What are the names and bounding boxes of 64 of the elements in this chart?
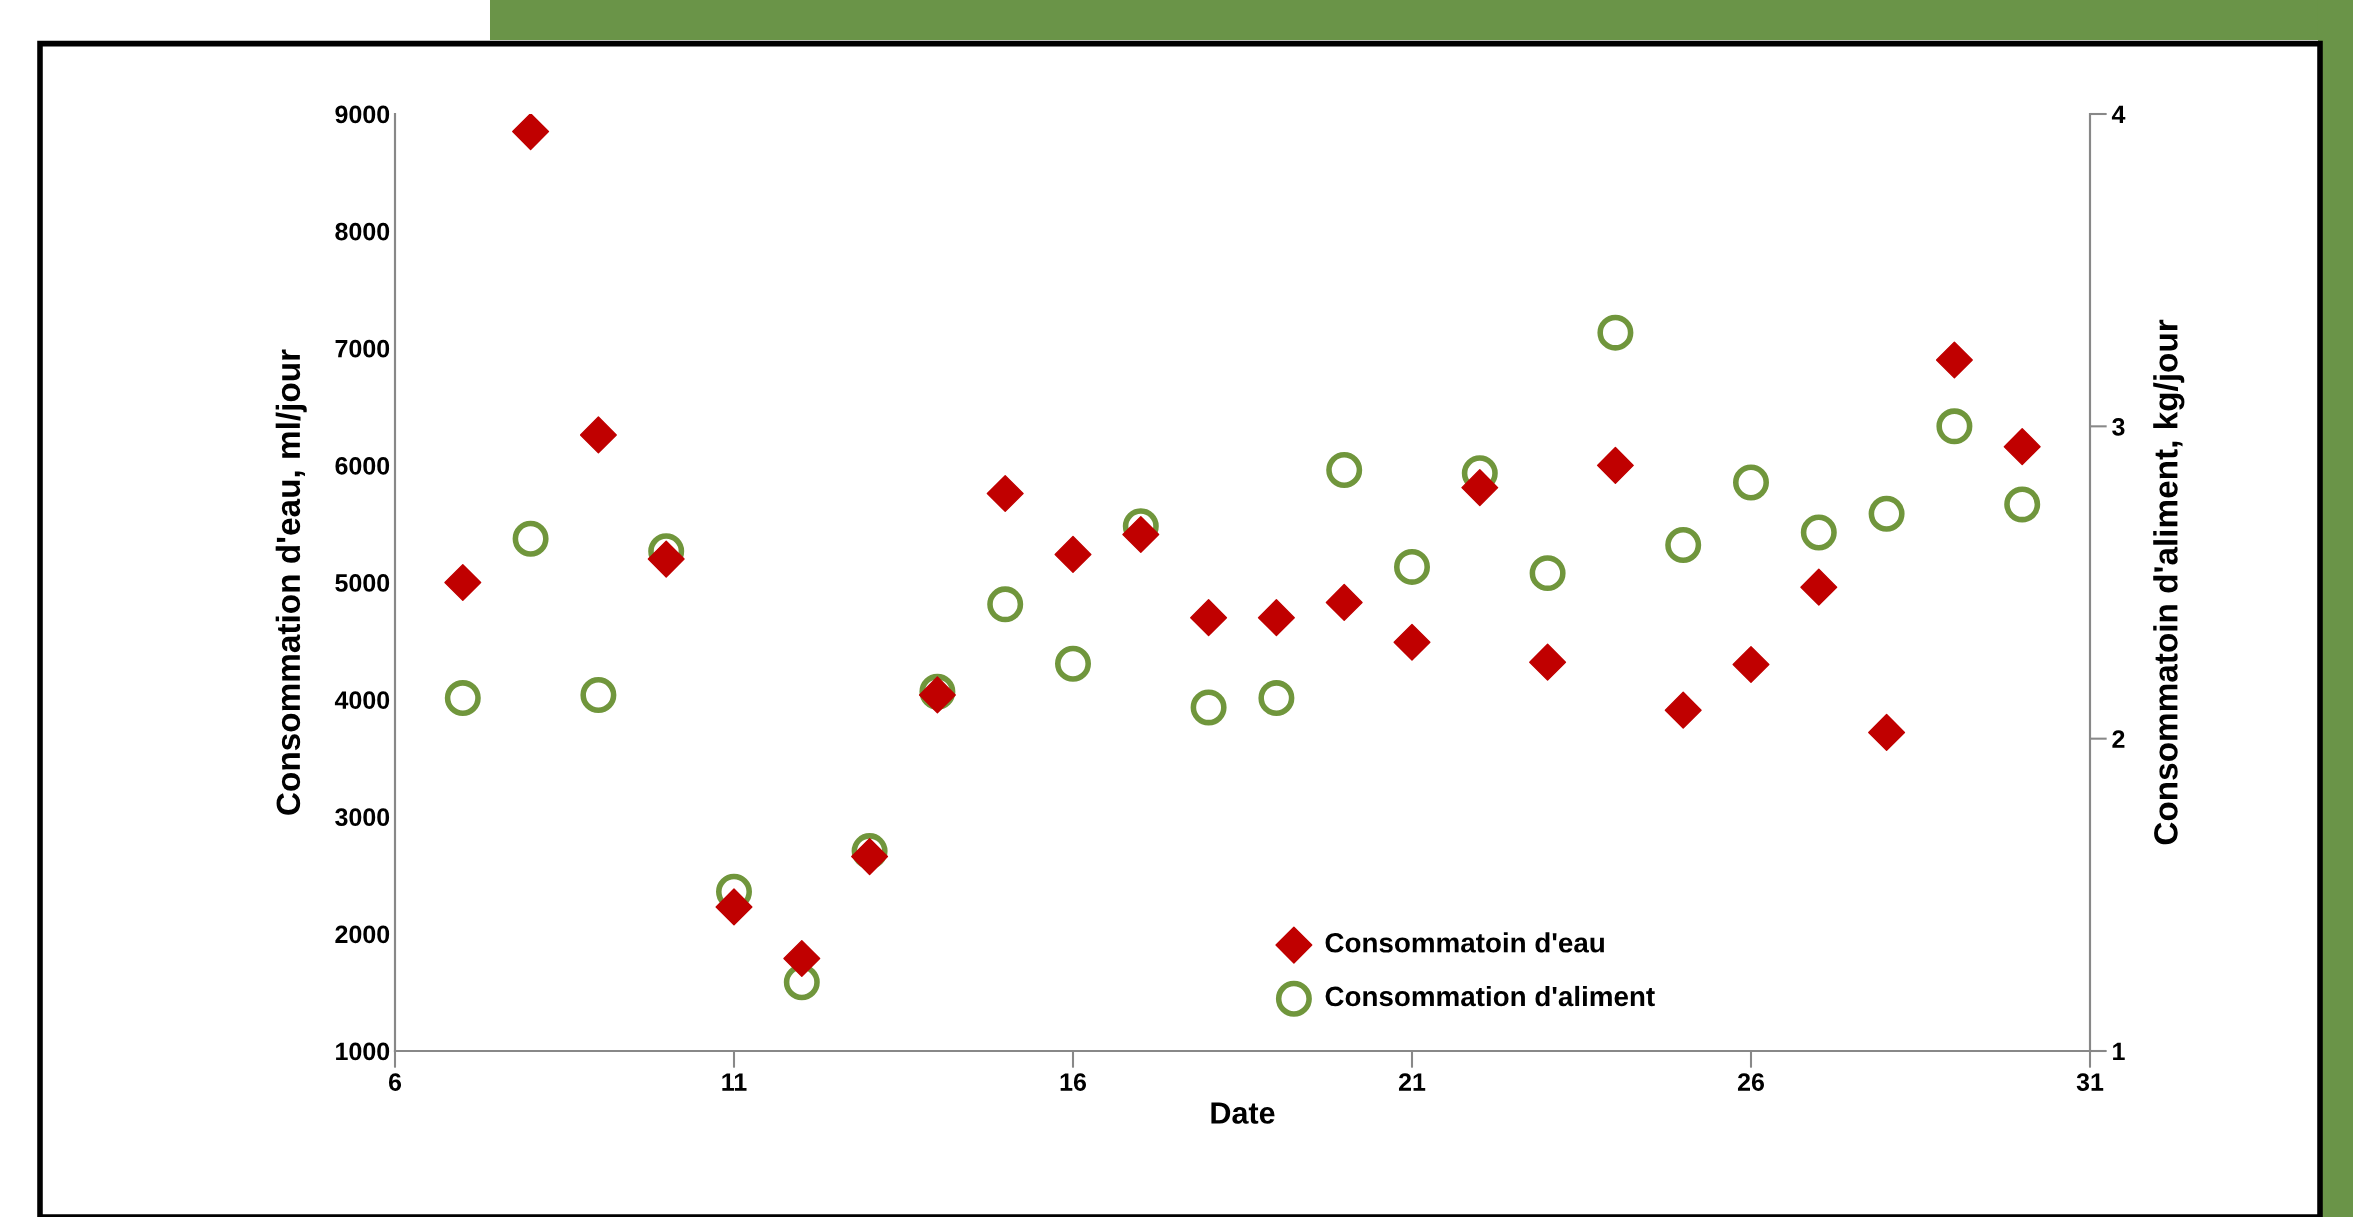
point (1326, 452, 1363, 489)
point (512, 520, 549, 557)
y-tick-label: 4000 (334, 691, 390, 709)
y-tick-label: 6000 (335, 456, 390, 475)
point (851, 838, 889, 876)
point (1935, 341, 1973, 379)
point (1325, 583, 1363, 621)
y2-tick-label: 1 (2113, 1042, 2125, 1061)
point (1529, 555, 1566, 592)
y2-tick-label: 3 (2112, 417, 2125, 436)
point (1732, 645, 1770, 684)
point (580, 676, 617, 713)
legend-label: Consommation d'aliment (1325, 985, 1655, 1007)
point (1054, 535, 1092, 573)
x-tick-label: 31 (2076, 1073, 2104, 1091)
x-axis-title: Date (1211, 1102, 1275, 1124)
y-tick-label: 9000 (335, 105, 390, 124)
point (1393, 623, 1431, 661)
y2-tick-label: 4 (2111, 105, 2126, 124)
point (647, 540, 685, 578)
point (1190, 689, 1227, 726)
point (1936, 408, 1973, 445)
y-tick-label: 7000 (335, 339, 390, 358)
point (1394, 548, 1430, 585)
point (2004, 486, 2041, 523)
point (986, 474, 1024, 513)
point (1733, 464, 1769, 501)
point (512, 114, 550, 151)
legend-label: Consommatoin d'eau (1325, 932, 1604, 953)
point (1258, 680, 1295, 717)
point (1868, 713, 1906, 751)
point (1665, 527, 1702, 564)
y-tick-label: 3000 (335, 808, 390, 827)
point (1529, 643, 1567, 681)
point (444, 680, 481, 717)
x-tick-label: 6 (388, 1073, 402, 1091)
point (1055, 645, 1091, 682)
point (1868, 495, 1905, 532)
point (1597, 314, 1634, 351)
point (1800, 568, 1838, 606)
y2-axis-title: Consommatoin d'aliment, kg/jour (2153, 319, 2185, 845)
point (444, 563, 482, 602)
x-tick-label: 26 (1737, 1073, 1764, 1091)
y-tick-label: 1000 (336, 1042, 390, 1061)
point (1190, 599, 1228, 637)
y-tick-label: 8000 (335, 222, 390, 241)
y-axis-title: Consommation d'eau, ml/jour (275, 349, 307, 815)
y-tick-label: 5000 (335, 574, 390, 592)
point (1122, 515, 1160, 554)
point (1596, 446, 1634, 484)
x-tick-label: 11 (722, 1073, 747, 1091)
y2-tick-label: 2 (2112, 730, 2125, 748)
y-tick-label: 2000 (335, 925, 390, 944)
point (1461, 469, 1499, 507)
x-tick-label: 21 (1398, 1073, 1426, 1091)
x-tick-label: 16 (1060, 1073, 1086, 1091)
point (1257, 599, 1295, 637)
point (2003, 428, 2041, 466)
point (783, 939, 821, 978)
point (1800, 514, 1837, 551)
point (579, 416, 617, 454)
point (987, 586, 1024, 623)
point (1664, 691, 1702, 729)
point (715, 888, 753, 926)
